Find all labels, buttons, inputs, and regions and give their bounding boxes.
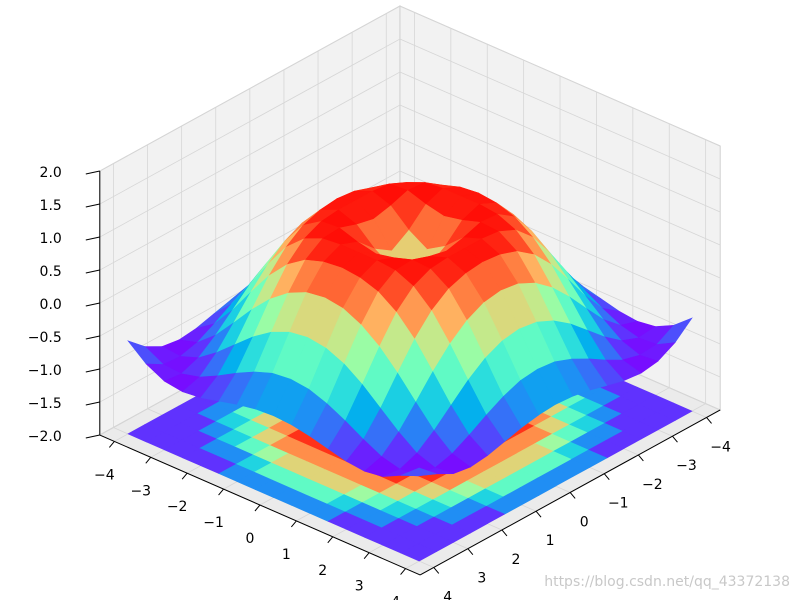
tick-mark — [85, 434, 100, 439]
tick-mark — [85, 368, 100, 373]
tick-mark — [145, 456, 152, 464]
z-tick-label: 1.0 — [40, 231, 62, 247]
x-tick-label: 3 — [355, 579, 364, 595]
grid-line — [399, 38, 721, 180]
z-tick-label: −1.0 — [28, 363, 62, 379]
x-tick-label: 2 — [318, 563, 327, 579]
y-tick-label: 0 — [580, 514, 589, 530]
tick-mark — [108, 441, 115, 448]
tick-mark — [85, 203, 100, 208]
tick-mark — [706, 417, 712, 424]
grid-line — [99, 5, 401, 172]
tick-mark — [85, 401, 100, 406]
tick-mark — [181, 472, 188, 480]
tick-mark — [327, 536, 334, 544]
y-tick-label: 1 — [546, 533, 555, 549]
grid-line — [99, 71, 401, 238]
surface-patch — [400, 467, 437, 477]
x-tick-label: 0 — [245, 531, 254, 547]
y-tick-label: −2 — [642, 477, 663, 493]
x-tick-label: −2 — [167, 499, 188, 515]
grid-line — [399, 71, 721, 213]
z-tick-label: −2.0 — [28, 429, 62, 445]
grid-line — [399, 104, 721, 246]
x-tick-label: 1 — [282, 547, 291, 563]
z-tick-label: 2.0 — [40, 165, 62, 181]
tick-mark — [637, 454, 644, 462]
watermark: https://blog.csdn.net/qq_43372138 — [544, 574, 790, 590]
y-tick-label: 3 — [477, 571, 486, 587]
tick-mark — [85, 236, 100, 241]
y-tick-label: 4 — [443, 589, 452, 600]
tick-mark — [569, 492, 576, 499]
contour-cell — [400, 543, 437, 562]
tick-mark — [85, 269, 100, 274]
tick-mark — [85, 302, 100, 307]
tick-mark — [218, 488, 224, 496]
x-tick-label: −1 — [203, 515, 224, 531]
grid-line — [99, 137, 401, 304]
y-tick-label: −4 — [710, 439, 731, 455]
z-tick-label: −0.5 — [28, 330, 62, 346]
tick-mark — [290, 520, 297, 528]
x-tick-label: 4 — [391, 595, 400, 600]
z-tick-label: 1.5 — [40, 198, 62, 214]
tick-mark — [400, 568, 406, 575]
x-tick-label: −3 — [130, 483, 151, 499]
y-tick-label: 2 — [511, 552, 520, 568]
grid-line — [99, 38, 401, 205]
tick-mark — [85, 335, 100, 340]
tick-mark — [254, 504, 261, 512]
x-tick-label: −4 — [94, 467, 115, 483]
grid-line — [399, 5, 721, 147]
tick-mark — [535, 510, 542, 518]
y-tick-label: −3 — [676, 458, 697, 474]
tick-mark — [363, 552, 370, 560]
z-tick-label: −1.5 — [28, 396, 62, 412]
tick-mark — [672, 435, 678, 443]
tick-mark — [501, 529, 508, 537]
z-tick-label: 0.5 — [40, 264, 62, 280]
tick-mark — [433, 567, 440, 574]
y-tick-label: −1 — [608, 496, 629, 512]
z-tick-label: 0.0 — [40, 297, 62, 313]
grid-line — [99, 104, 401, 271]
tick-mark — [603, 473, 610, 481]
tick-mark — [467, 548, 474, 556]
grid-line — [399, 137, 721, 279]
tick-mark — [85, 170, 100, 175]
